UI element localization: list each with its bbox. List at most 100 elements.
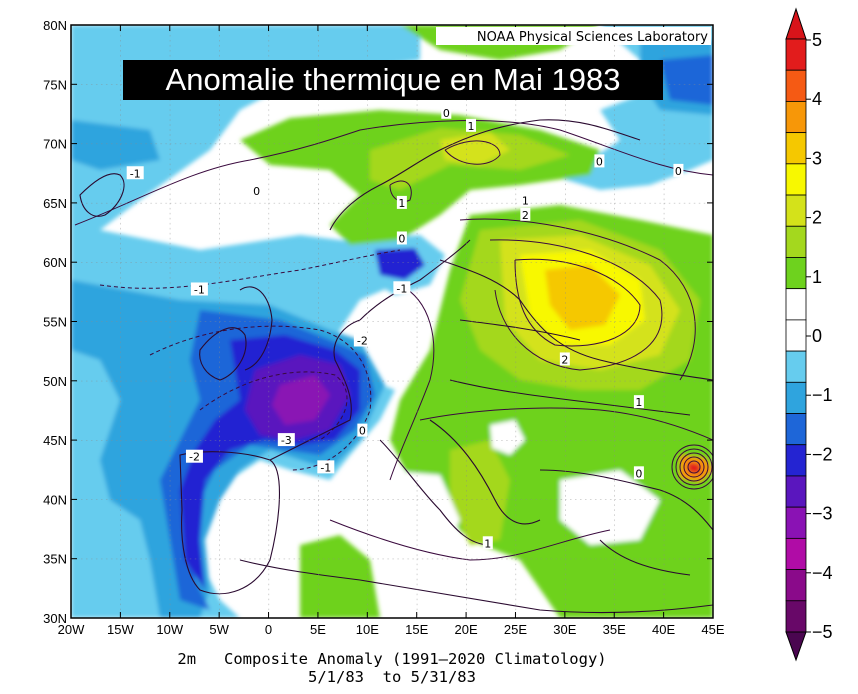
credit-text: NOAA Physical Sciences Laboratory — [477, 30, 708, 45]
lon-tick-label: 35E — [603, 622, 626, 637]
colorbar-segment — [785, 101, 807, 134]
contour-label-box — [190, 282, 208, 296]
lon-tick-label: 20E — [455, 622, 478, 637]
lat-tick-label: 50N — [43, 374, 67, 389]
colorbar-segment — [785, 350, 807, 383]
lat-tick-label: 80N — [43, 18, 67, 33]
contour-label-box — [520, 193, 531, 207]
colorbar-segment — [785, 163, 807, 196]
lon-tick-label: 30E — [553, 622, 576, 637]
contour-label: -1 — [320, 461, 331, 474]
contour-label: 0 — [443, 107, 450, 120]
colorbar-segment — [785, 194, 807, 227]
lat-tick-label: 65N — [43, 196, 67, 211]
lat-tick-label: 55N — [43, 315, 67, 330]
colorbar — [785, 7, 807, 662]
contour-label-box — [466, 118, 477, 132]
contour-label: 2 — [522, 209, 529, 222]
caption-line-1: 2m Composite Anomaly (1991–2020 Climatol… — [177, 650, 606, 668]
contour-label: 0 — [398, 232, 405, 245]
title-box — [123, 60, 663, 100]
contour-label-box — [633, 395, 644, 409]
lon-tick-label: 25E — [504, 622, 527, 637]
colorbar-tick-label: 2 — [812, 208, 822, 228]
colorbar-labels: 5 4 3 2 1 0 −1 −2 −3 −4 −5 — [806, 30, 833, 642]
colorbar-tick-label: −5 — [812, 622, 833, 642]
contour-label-box — [396, 231, 407, 245]
contour-label: 0 — [635, 467, 642, 480]
contour-label-box — [520, 207, 531, 221]
contour-label: -1 — [194, 283, 205, 296]
lon-tick-label: 15E — [405, 622, 428, 637]
lon-tick-label: 40E — [652, 622, 675, 637]
contour-label: -1 — [130, 167, 141, 180]
lat-tick-label: 60N — [43, 255, 67, 270]
caption-line-2: 5/1/83 to 5/31/83 — [308, 668, 476, 686]
lon-tick-label: 5E — [310, 622, 326, 637]
longitude-labels: 20W 15W 10W 5W 0 5E 10E 15E 20E 25E 30E 35E 40E 45E — [58, 622, 725, 637]
contour-label: 1 — [484, 537, 491, 550]
lat-tick-label: 75N — [43, 77, 67, 92]
lon-tick-label: 10E — [356, 622, 379, 637]
contour-label-box — [126, 166, 144, 180]
colorbar-segment — [785, 381, 807, 414]
contour-label-box — [482, 536, 493, 550]
lon-tick-label: 20W — [58, 622, 85, 637]
colorbar-segment — [785, 569, 807, 602]
colorbar-segment — [785, 444, 807, 477]
contour-label-box — [559, 352, 570, 366]
lon-tick-label: 5W — [209, 622, 229, 637]
contour-label-box — [185, 449, 203, 463]
contour-label: 1 — [522, 195, 529, 208]
colorbar-segment — [785, 132, 807, 165]
lat-tick-label: 70N — [43, 137, 67, 152]
lon-tick-label: 0 — [265, 622, 272, 637]
contour-label: 0 — [675, 165, 682, 178]
contour-label-box — [673, 163, 684, 177]
colorbar-segment — [785, 257, 807, 290]
colorbar-tick-label: 4 — [812, 89, 822, 109]
colorbar-tick-label: −2 — [812, 444, 833, 464]
colorbar-tip-bottom — [785, 631, 807, 662]
colorbar-segment — [785, 600, 807, 633]
contour-label: 1 — [635, 396, 642, 409]
lon-tick-label: 15W — [107, 622, 134, 637]
colorbar-tick-label: 1 — [812, 267, 822, 287]
contour-label-box — [353, 333, 371, 347]
colorbar-segment — [785, 475, 807, 508]
map-title: Anomalie thermique en Mai 1983 — [166, 62, 621, 97]
colorbar-segment — [785, 69, 807, 102]
contour-label-box — [393, 281, 411, 295]
latitude-labels: 80N 75N 70N 65N 60N 55N 50N 45N 40N 35N 30N — [43, 18, 67, 626]
contour-label-box — [396, 195, 407, 209]
colorbar-segment — [785, 38, 807, 71]
colorbar-tick-label: −1 — [812, 385, 833, 405]
contour-label-box — [633, 466, 644, 480]
colorbar-segment — [785, 413, 807, 446]
lat-tick-label: 45N — [43, 433, 67, 448]
colorbar-segment — [785, 225, 807, 258]
contour-label: 1 — [468, 120, 475, 133]
contour-label: -2 — [189, 451, 200, 464]
colorbar-segment — [785, 319, 807, 352]
contour-label: 0 — [253, 185, 260, 198]
lat-tick-label: 30N — [43, 611, 67, 626]
colorbar-tick-label: 3 — [812, 148, 822, 168]
contour-label: -3 — [281, 434, 292, 447]
contour-label: -2 — [357, 334, 368, 347]
contour-label-box — [251, 184, 262, 198]
colorbar-tick-label: −4 — [812, 563, 833, 583]
lon-tick-label: 10W — [156, 622, 183, 637]
contour-label-box — [441, 105, 452, 119]
colorbar-tip-top — [785, 7, 807, 40]
colorbar-segment — [785, 288, 807, 321]
contour-label: 0 — [359, 425, 366, 438]
contour-label: 2 — [561, 353, 568, 366]
contour-label-box — [317, 460, 335, 474]
lat-tick-label: 35N — [43, 552, 67, 567]
colorbar-segment — [785, 506, 807, 539]
lat-tick-label: 40N — [43, 492, 67, 507]
